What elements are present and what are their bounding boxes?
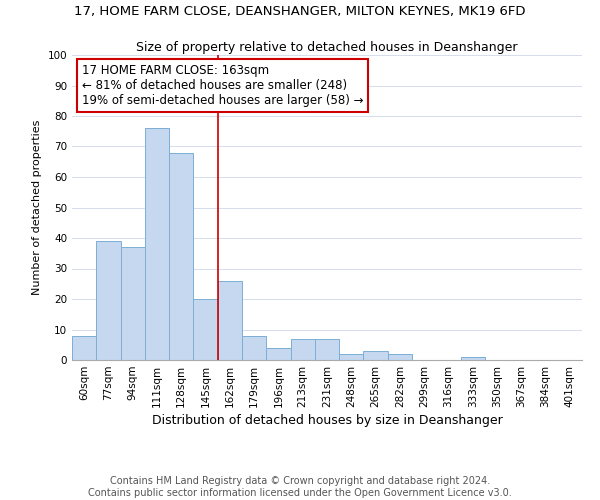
Y-axis label: Number of detached properties: Number of detached properties [32, 120, 42, 295]
Bar [242, 336, 266, 360]
Bar [145, 128, 169, 360]
Bar [121, 247, 145, 360]
Bar [266, 348, 290, 360]
Bar [315, 338, 339, 360]
Bar [96, 241, 121, 360]
Bar [339, 354, 364, 360]
Bar [193, 299, 218, 360]
Bar [72, 336, 96, 360]
Bar [364, 351, 388, 360]
Bar [169, 152, 193, 360]
Bar [218, 280, 242, 360]
Bar [290, 338, 315, 360]
Text: 17 HOME FARM CLOSE: 163sqm
← 81% of detached houses are smaller (248)
19% of sem: 17 HOME FARM CLOSE: 163sqm ← 81% of deta… [82, 64, 364, 107]
Title: Size of property relative to detached houses in Deanshanger: Size of property relative to detached ho… [136, 41, 518, 54]
Text: Contains HM Land Registry data © Crown copyright and database right 2024.
Contai: Contains HM Land Registry data © Crown c… [88, 476, 512, 498]
Bar [388, 354, 412, 360]
X-axis label: Distribution of detached houses by size in Deanshanger: Distribution of detached houses by size … [152, 414, 502, 427]
Text: 17, HOME FARM CLOSE, DEANSHANGER, MILTON KEYNES, MK19 6FD: 17, HOME FARM CLOSE, DEANSHANGER, MILTON… [74, 5, 526, 18]
Bar [461, 357, 485, 360]
